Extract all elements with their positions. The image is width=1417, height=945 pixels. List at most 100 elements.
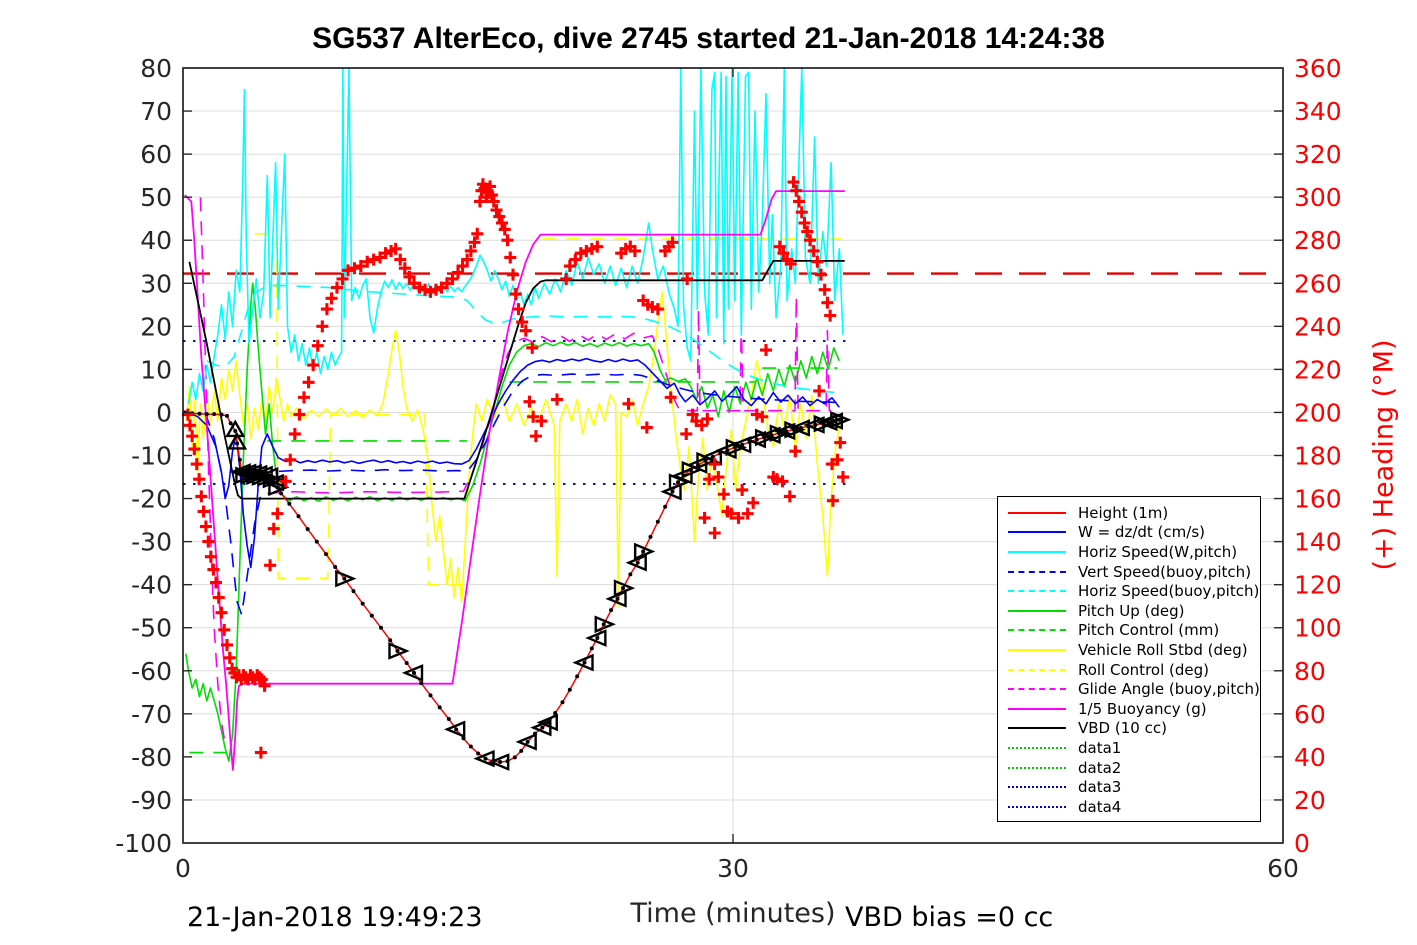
heading-plus-marker: [223, 651, 236, 664]
heading-plus-marker: [197, 505, 210, 518]
heading-plus-marker: [446, 272, 459, 285]
heading-plus-marker: [628, 244, 641, 257]
heading-plus-marker: [354, 260, 367, 273]
legend-line-sample: [1008, 668, 1066, 671]
height-point-dot: [670, 489, 675, 494]
height-marker-triangle: [821, 412, 844, 430]
heading-plus-marker: [787, 176, 800, 189]
heading-plus-marker: [784, 257, 797, 270]
legend-item: VBD (10 cc): [1008, 719, 1260, 739]
height-point-dot: [360, 601, 365, 606]
legend-line-sample: [1008, 511, 1066, 514]
heading-plus-marker: [342, 264, 354, 277]
series-pitch-control-mm-: [189, 367, 838, 754]
legend-item-label: data2: [1078, 758, 1122, 777]
height-point-dot: [379, 625, 383, 630]
heading-plus-marker: [325, 292, 338, 305]
right-tick-label: 140: [1294, 528, 1342, 557]
heading-plus-marker: [284, 453, 297, 466]
right-tick-label: 240: [1294, 312, 1342, 341]
x-axis-label: Time (minutes): [630, 898, 836, 929]
height-point-dot: [446, 717, 451, 721]
heading-plus-marker: [471, 227, 484, 240]
right-tick-label: 280: [1294, 226, 1342, 255]
height-point-dot: [437, 705, 442, 710]
heading-plus-marker: [496, 217, 508, 229]
heading-plus-marker: [783, 490, 796, 503]
height-point-dot: [287, 501, 292, 506]
height-point-dot: [388, 638, 393, 643]
heading-plus-marker: [253, 671, 266, 684]
left-tick-label: -10: [131, 442, 172, 471]
heading-plus-marker: [484, 180, 497, 193]
heading-plus-marker: [523, 395, 536, 408]
height-marker-triangle: [262, 470, 285, 489]
height-point-dot: [483, 756, 488, 761]
heading-plus-marker: [804, 234, 816, 247]
heading-plus-marker: [221, 638, 233, 651]
x-tick-label: 60: [1267, 854, 1299, 883]
left-tick-label: -50: [131, 614, 172, 643]
height-point-dot: [461, 736, 466, 741]
height-marker-triangle: [585, 629, 607, 647]
heading-plus-marker: [712, 471, 725, 484]
heading-plus-marker: [789, 445, 802, 458]
height-point-dot: [533, 731, 537, 736]
right-tick-label: 120: [1294, 571, 1342, 600]
heading-plus-marker: [255, 673, 268, 686]
right-tick-label: 0: [1294, 829, 1310, 858]
heading-plus-marker: [468, 236, 481, 249]
heading-plus-marker: [790, 184, 803, 197]
heading-plus-marker: [821, 296, 834, 309]
heading-plus-marker: [210, 576, 222, 589]
height-point-dot: [351, 589, 356, 594]
heading-plus-marker: [394, 253, 407, 266]
heading-plus-marker: [529, 430, 542, 443]
height-point-dot: [648, 534, 653, 539]
height-point-dot: [498, 760, 503, 765]
legend-item-label: Horiz Speed(W,pitch): [1078, 542, 1238, 561]
legend-item-label: Roll Control (deg): [1078, 660, 1209, 679]
legend-item: Pitch Up (deg): [1008, 601, 1260, 621]
height-point-dot: [275, 485, 280, 490]
right-tick-label: 60: [1294, 700, 1326, 729]
heading-plus-marker: [193, 473, 206, 486]
height-point-dot: [404, 661, 409, 666]
height-marker-triangle: [594, 615, 616, 634]
heading-plus-marker: [773, 240, 786, 253]
height-point-dot: [419, 681, 424, 686]
heading-plus-marker: [361, 255, 374, 268]
heading-plus-marker: [336, 272, 349, 285]
heading-plus-marker: [485, 189, 498, 202]
height-point-dot: [369, 613, 374, 618]
height-point-dot: [560, 700, 565, 705]
heading-plus-marker: [316, 320, 329, 333]
heading-plus-marker: [348, 262, 361, 275]
series-horiz-speed-buoy-pitch-: [206, 284, 840, 394]
heading-plus-marker: [798, 217, 811, 229]
heading-plus-marker: [664, 391, 677, 404]
height-point-dot: [582, 660, 587, 665]
heading-plus-marker: [389, 242, 402, 255]
legend-item: Glide Angle (buoy,pitch): [1008, 679, 1260, 699]
height-point-dot: [225, 413, 229, 418]
height-marker-triangle: [335, 569, 357, 588]
vbd-bias-note: VBD bias =0 cc: [845, 902, 1054, 933]
left-tick-label: -70: [131, 700, 172, 729]
heading-plus-marker: [279, 475, 292, 488]
legend-item: 1/5 Buoyancy (g): [1008, 699, 1260, 719]
heading-plus-marker: [474, 195, 486, 208]
height-point-dot: [831, 419, 836, 424]
height-point-dot: [233, 428, 238, 433]
legend-item-label: Height (1m): [1078, 503, 1169, 522]
left-tick-label: -100: [115, 829, 172, 858]
legend-line-sample: [1008, 707, 1066, 710]
height-point-dot: [621, 586, 625, 591]
heading-plus-marker: [551, 393, 563, 406]
height-point-dot: [212, 412, 217, 417]
left-tick-label: -80: [131, 743, 172, 772]
heading-plus-marker: [267, 522, 280, 535]
heading-plus-marker: [199, 520, 212, 533]
heading-plus-marker: [320, 303, 333, 316]
heading-plus-marker: [504, 251, 517, 264]
